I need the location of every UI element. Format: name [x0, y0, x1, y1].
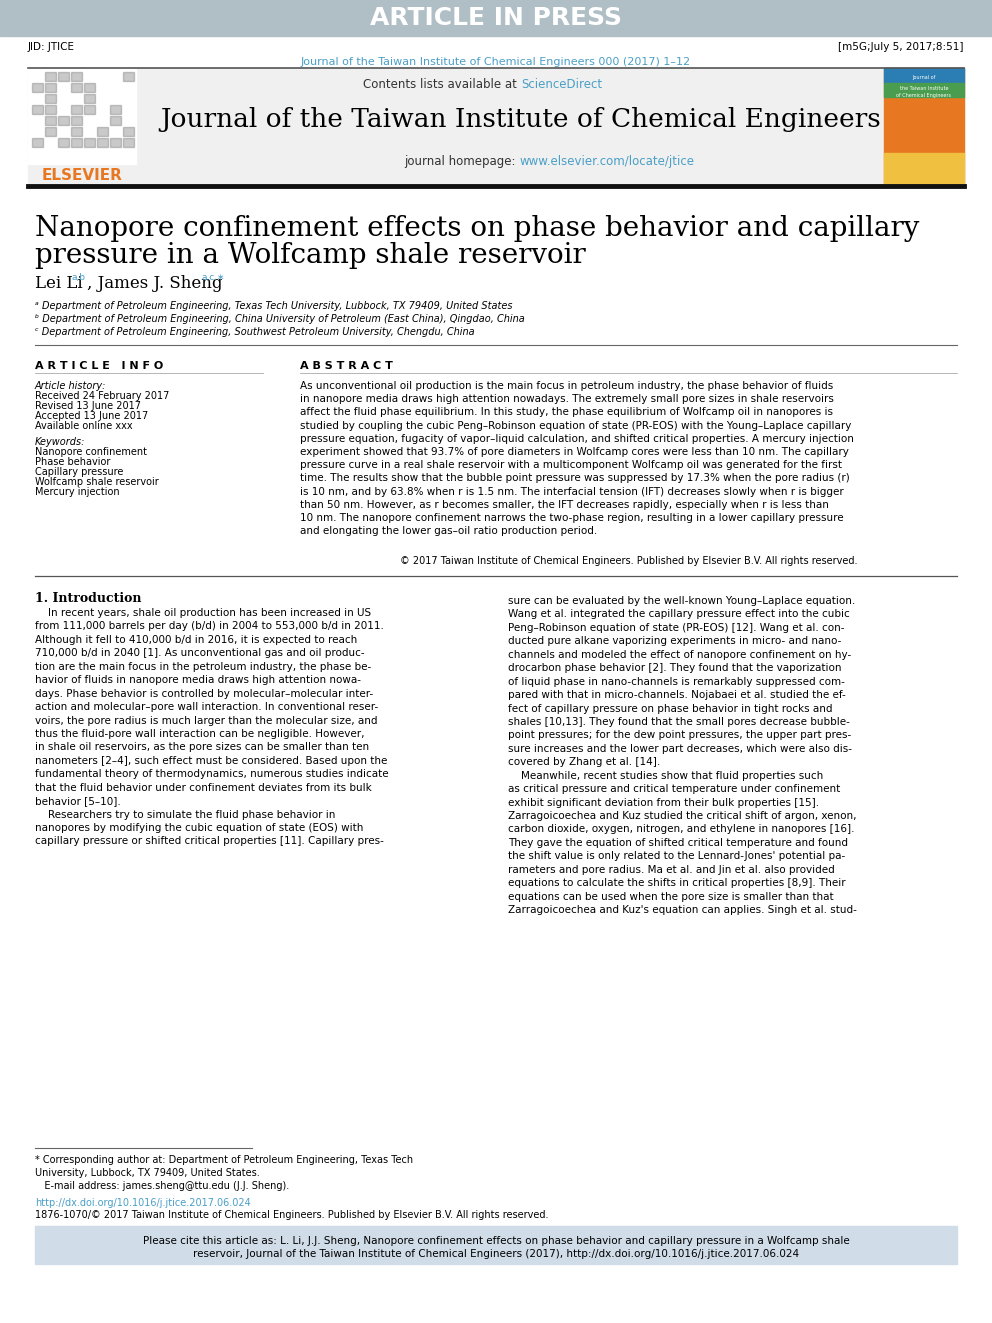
Text: * Corresponding author at: Department of Petroleum Engineering, Texas Tech
Unive: * Corresponding author at: Department of… — [35, 1155, 413, 1192]
Bar — [884, 67, 964, 187]
Bar — [35, 1226, 957, 1263]
Bar — [84, 83, 95, 93]
Bar — [0, 0, 992, 36]
Bar — [71, 127, 82, 136]
Bar — [123, 71, 134, 81]
Bar — [884, 153, 964, 187]
Text: Please cite this article as: L. Li, J.J. Sheng, Nanopore confinement effects on : Please cite this article as: L. Li, J.J.… — [143, 1236, 849, 1246]
Text: Accepted 13 June 2017: Accepted 13 June 2017 — [35, 411, 148, 421]
Bar — [884, 83, 964, 98]
Bar — [97, 138, 108, 147]
Text: In recent years, shale oil production has been increased in US
from 111,000 barr: In recent years, shale oil production ha… — [35, 609, 389, 847]
Bar — [45, 94, 56, 103]
Bar — [110, 138, 121, 147]
Text: 1876-1070/© 2017 Taiwan Institute of Chemical Engineers. Published by Elsevier B: 1876-1070/© 2017 Taiwan Institute of Che… — [35, 1211, 549, 1220]
Text: Keywords:: Keywords: — [35, 437, 85, 447]
Text: Lei Li: Lei Li — [35, 275, 82, 292]
Text: Nanopore confinement: Nanopore confinement — [35, 447, 147, 456]
Bar — [28, 67, 964, 187]
Bar — [71, 105, 82, 114]
Text: journal homepage:: journal homepage: — [404, 155, 519, 168]
Text: sure can be evaluated by the well-known Young–Laplace equation.
Wang et al. inte: sure can be evaluated by the well-known … — [508, 595, 857, 916]
Bar — [45, 83, 56, 93]
Bar — [45, 116, 56, 124]
Bar — [884, 67, 964, 83]
Text: ScienceDirect: ScienceDirect — [521, 78, 602, 90]
Text: a,b: a,b — [72, 273, 86, 282]
Text: ᵃ Department of Petroleum Engineering, Texas Tech University, Lubbock, TX 79409,: ᵃ Department of Petroleum Engineering, T… — [35, 302, 513, 311]
Bar — [58, 138, 69, 147]
Bar — [123, 127, 134, 136]
Text: A B S T R A C T: A B S T R A C T — [300, 361, 393, 370]
Bar — [123, 138, 134, 147]
Text: Journal of the Taiwan Institute of Chemical Engineers 000 (2017) 1–12: Journal of the Taiwan Institute of Chemi… — [301, 57, 691, 67]
Text: Wolfcamp shale reservoir: Wolfcamp shale reservoir — [35, 478, 159, 487]
Bar — [97, 127, 108, 136]
Text: Capillary pressure: Capillary pressure — [35, 467, 123, 478]
Text: reservoir, Journal of the Taiwan Institute of Chemical Engineers (2017), http://: reservoir, Journal of the Taiwan Institu… — [192, 1249, 800, 1259]
Bar — [58, 116, 69, 124]
Text: ᶜ Department of Petroleum Engineering, Southwest Petroleum University, Chengdu, : ᶜ Department of Petroleum Engineering, S… — [35, 327, 474, 337]
Text: pressure in a Wolfcamp shale reservoir: pressure in a Wolfcamp shale reservoir — [35, 242, 585, 269]
Text: ᵇ Department of Petroleum Engineering, China University of Petroleum (East China: ᵇ Department of Petroleum Engineering, C… — [35, 314, 525, 324]
Bar — [84, 138, 95, 147]
Bar — [71, 138, 82, 147]
Bar — [32, 83, 43, 93]
Bar — [45, 71, 56, 81]
Text: , James J. Sheng: , James J. Sheng — [87, 275, 222, 292]
Text: the Taiwan Institute: the Taiwan Institute — [900, 86, 948, 90]
Bar — [110, 105, 121, 114]
Text: a,c,∗: a,c,∗ — [201, 273, 224, 282]
Bar — [45, 127, 56, 136]
Text: www.elsevier.com/locate/jtice: www.elsevier.com/locate/jtice — [519, 155, 694, 168]
Text: of Chemical Engineers: of Chemical Engineers — [897, 94, 951, 98]
Bar — [84, 105, 95, 114]
Text: Phase behavior: Phase behavior — [35, 456, 110, 467]
Text: Article history:: Article history: — [35, 381, 106, 392]
Bar — [71, 116, 82, 124]
Text: Received 24 February 2017: Received 24 February 2017 — [35, 392, 170, 401]
Text: Contents lists available at: Contents lists available at — [363, 78, 521, 90]
Text: A R T I C L E   I N F O: A R T I C L E I N F O — [35, 361, 164, 370]
Bar — [110, 116, 121, 124]
Text: Mercury injection: Mercury injection — [35, 487, 120, 497]
Bar — [32, 105, 43, 114]
Bar — [58, 71, 69, 81]
Bar — [84, 94, 95, 103]
Text: ELSEVIER: ELSEVIER — [42, 168, 122, 184]
Text: Journal of: Journal of — [913, 75, 935, 81]
Text: Revised 13 June 2017: Revised 13 June 2017 — [35, 401, 141, 411]
Text: As unconventional oil production is the main focus in petroleum industry, the ph: As unconventional oil production is the … — [300, 381, 854, 536]
Text: http://dx.doi.org/10.1016/j.jtice.2017.06.024: http://dx.doi.org/10.1016/j.jtice.2017.0… — [35, 1199, 251, 1208]
Text: [m5G;July 5, 2017;8:51]: [m5G;July 5, 2017;8:51] — [838, 42, 964, 52]
Text: © 2017 Taiwan Institute of Chemical Engineers. Published by Elsevier B.V. All ri: © 2017 Taiwan Institute of Chemical Engi… — [400, 556, 857, 566]
Text: ARTICLE IN PRESS: ARTICLE IN PRESS — [370, 7, 622, 30]
Text: Available online xxx: Available online xxx — [35, 421, 133, 431]
Bar — [32, 138, 43, 147]
Text: JID: JTICE: JID: JTICE — [28, 42, 75, 52]
Text: Journal of the Taiwan Institute of Chemical Engineers: Journal of the Taiwan Institute of Chemi… — [161, 107, 881, 132]
Bar — [71, 83, 82, 93]
Text: Nanopore confinement effects on phase behavior and capillary: Nanopore confinement effects on phase be… — [35, 216, 920, 242]
Bar — [71, 71, 82, 81]
Bar — [28, 67, 136, 164]
Text: 1. Introduction: 1. Introduction — [35, 591, 142, 605]
Bar — [45, 105, 56, 114]
